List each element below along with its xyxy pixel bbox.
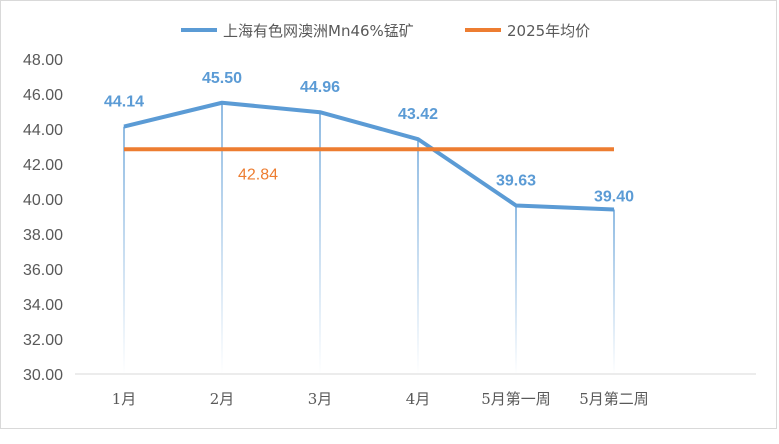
drop-line [123, 126, 125, 374]
y-tick-label: 42.00 [23, 157, 63, 174]
avg-data-label: 42.84 [238, 166, 278, 183]
y-axis: 30.00 32.00 34.00 36.00 38.00 40.00 42.00 44.00… [23, 52, 63, 384]
legend-label-series-2: 2025年均价 [507, 22, 590, 40]
x-tick-label: 2月 [210, 390, 235, 408]
y-tick-label: 34.00 [23, 297, 63, 314]
drop-line [417, 139, 419, 374]
data-label: 43.42 [398, 106, 438, 123]
legend: 上海有色网澳洲Mn46%锰矿 2025年均价 [181, 22, 590, 40]
chart-container: 上海有色网澳洲Mn46%锰矿 2025年均价 30.00 32.00 34.00 36… [0, 0, 777, 429]
data-label: 39.63 [496, 172, 536, 189]
y-tick-label: 46.00 [23, 87, 63, 104]
x-tick-label: 4月 [406, 390, 431, 408]
data-label: 44.96 [300, 79, 340, 96]
data-label: 39.40 [594, 189, 634, 206]
drop-line [319, 112, 321, 374]
drop-line [613, 209, 615, 374]
line-chart: 上海有色网澳洲Mn46%锰矿 2025年均价 30.00 32.00 34.00 36… [23, 22, 756, 408]
drop-lines [123, 102, 615, 374]
series-line-mn46 [123, 100, 615, 212]
y-tick-label: 38.00 [23, 227, 63, 244]
data-label: 45.50 [202, 70, 242, 87]
y-tick-label: 36.00 [23, 262, 63, 279]
y-tick-label: 48.00 [23, 52, 63, 69]
x-tick-label: 3月 [308, 390, 333, 408]
y-tick-label: 32.00 [23, 332, 63, 349]
drop-line [515, 205, 517, 374]
x-tick-label: 5月第二周 [579, 390, 649, 408]
x-tick-label: 5月第一周 [481, 390, 551, 408]
series-lines [123, 100, 615, 212]
y-tick-label: 30.00 [23, 367, 63, 384]
data-label: 44.14 [104, 94, 144, 111]
data-labels: 44.14 45.50 44.96 43.42 39.63 39.40 42.84 [104, 70, 634, 206]
legend-label-series-1: 上海有色网澳洲Mn46%锰矿 [223, 22, 414, 40]
x-axis: 1月 2月 3月 4月 5月第一周 5月第二周 [75, 373, 756, 408]
x-tick-label: 1月 [112, 390, 137, 408]
y-tick-label: 44.00 [23, 122, 63, 139]
drop-line [221, 102, 223, 374]
y-tick-label: 40.00 [23, 192, 63, 209]
